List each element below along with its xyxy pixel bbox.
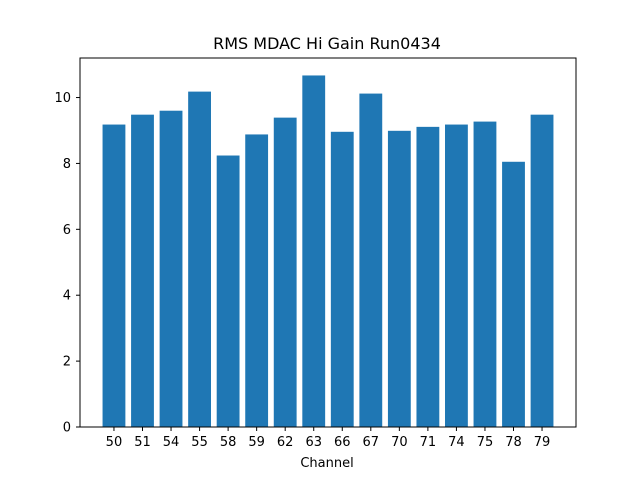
x-tick-label-78: 78: [505, 435, 522, 450]
bars-layer: [102, 75, 554, 428]
bar-59: [245, 134, 269, 427]
x-tick-label-51: 51: [134, 435, 151, 450]
bar-55: [188, 91, 211, 428]
bar-75: [473, 121, 497, 427]
x-axis-label: Channel: [300, 456, 353, 471]
bar-70: [387, 130, 411, 427]
x-tick-label-66: 66: [334, 435, 351, 450]
bar-78: [502, 161, 525, 427]
x-tick-label-67: 67: [363, 435, 380, 450]
bar-79: [530, 114, 554, 428]
bar-74: [445, 124, 468, 428]
x-tick-label-63: 63: [305, 435, 322, 450]
y-tick-label-8: 8: [63, 157, 71, 172]
x-tick-label-70: 70: [391, 435, 408, 450]
x-tick-label-54: 54: [163, 435, 180, 450]
bar-54: [159, 110, 183, 428]
x-tick-label-74: 74: [448, 435, 465, 450]
y-tick-label-10: 10: [54, 91, 71, 106]
bar-67: [359, 93, 383, 427]
bar-63: [302, 75, 326, 428]
x-tick-label-55: 55: [191, 435, 208, 450]
x-tick-label-75: 75: [477, 435, 494, 450]
bar-58: [216, 155, 240, 427]
axes-layer: 50 51 54 55 58 59 62 63 66 67 70 71 74 75 78 79 0 2 4 6 8 10: [54, 57, 577, 450]
bar-71: [416, 126, 440, 428]
bar-66: [330, 131, 354, 428]
x-tick-label-71: 71: [420, 435, 437, 450]
x-tick-label-59: 59: [248, 435, 265, 450]
y-tick-label-6: 6: [63, 223, 71, 238]
x-tick-label-58: 58: [220, 435, 237, 450]
x-tick-label-79: 79: [534, 435, 551, 450]
x-tick-label-50: 50: [106, 435, 123, 450]
bar-51: [131, 114, 154, 428]
plot-frame: [79, 57, 577, 428]
x-tick-label-62: 62: [277, 435, 294, 450]
chart-title: RMS MDAC Hi Gain Run0434: [213, 34, 441, 53]
bar-50: [102, 124, 126, 428]
y-tick-label-4: 4: [63, 289, 71, 304]
bar-62: [273, 117, 297, 427]
y-tick-label-0: 0: [63, 421, 71, 436]
y-tick-label-2: 2: [63, 355, 71, 370]
